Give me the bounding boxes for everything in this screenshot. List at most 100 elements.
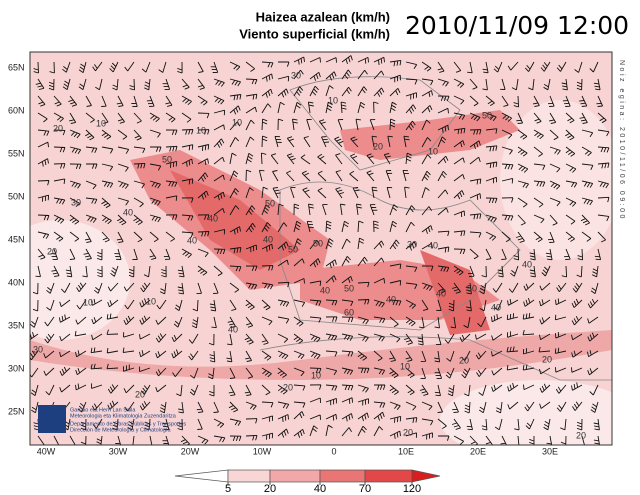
contour-label: 40 <box>123 207 133 217</box>
wind-barb <box>101 231 110 243</box>
wind-barb <box>533 197 544 208</box>
wind-barb <box>325 397 337 406</box>
wind-barb <box>293 69 304 80</box>
wind-barb <box>389 204 398 216</box>
wind-barb <box>229 435 242 442</box>
logo-line: Departamento de Obras Públicas y Transpo… <box>70 421 186 427</box>
wind-barb <box>245 187 254 199</box>
wind-barb <box>159 401 167 414</box>
wind-barb <box>245 119 255 131</box>
wind-barb <box>293 220 302 233</box>
wind-barb <box>197 190 209 200</box>
wind-barb <box>373 299 385 308</box>
wind-barb <box>133 146 146 154</box>
wind-barb <box>197 265 208 276</box>
wind-barb <box>293 333 304 344</box>
wind-barb <box>213 174 225 182</box>
wind-barb <box>161 265 167 278</box>
wind-barb <box>133 231 143 243</box>
wind-barb <box>69 197 80 208</box>
wind-barb <box>261 186 268 199</box>
wind-barb <box>229 137 240 148</box>
wind-barb <box>479 282 487 295</box>
wind-barb <box>355 118 361 131</box>
wind-barb <box>31 401 39 414</box>
wind-barb <box>405 265 418 272</box>
wind-barb <box>341 255 351 267</box>
wind-barb <box>477 316 487 328</box>
wind-barb <box>293 299 306 307</box>
wind-barb <box>547 231 555 243</box>
wind-barb <box>139 401 151 411</box>
wind-barb <box>373 350 383 362</box>
contour-label: 40 <box>428 240 438 250</box>
wind-barb <box>405 241 417 251</box>
wind-barb <box>517 129 528 140</box>
wind-barb <box>325 367 338 376</box>
wind-barb <box>245 93 258 100</box>
wind-barb <box>469 231 482 238</box>
wind-barb <box>293 384 306 391</box>
wind-barb <box>197 95 208 106</box>
wind-barb <box>277 401 290 409</box>
wind-barb <box>101 197 111 209</box>
wind-barb <box>44 316 55 327</box>
contour-label: 50 <box>482 110 492 120</box>
wind-barb <box>277 101 285 114</box>
wind-barb <box>493 299 503 311</box>
wind-barb <box>37 141 49 148</box>
wind-barb <box>522 364 535 371</box>
wind-barb <box>485 248 492 260</box>
wind-barb <box>513 248 520 261</box>
wind-barb <box>405 61 418 70</box>
wind-barb <box>523 297 535 307</box>
wind-barb <box>309 414 321 420</box>
wind-barb <box>90 363 103 370</box>
wind-barb <box>128 435 135 445</box>
wind-barb <box>357 425 367 437</box>
wind-barb <box>165 160 178 168</box>
wind-barb <box>597 129 610 137</box>
wind-barb <box>389 299 402 306</box>
wind-barb <box>540 61 551 72</box>
wind-barb <box>101 214 112 225</box>
wind-barb <box>405 120 416 131</box>
wind-barb <box>306 119 312 131</box>
wind-barb <box>485 231 497 241</box>
wind-barb <box>85 129 95 141</box>
wind-barb <box>131 95 138 107</box>
wind-barb <box>565 112 575 124</box>
wind-barb <box>85 180 97 190</box>
wind-barb <box>497 265 504 278</box>
wind-barb <box>549 197 561 207</box>
wind-barb <box>597 162 610 169</box>
wind-barb <box>78 78 87 90</box>
wind-barb <box>277 259 289 267</box>
colorbar-label: 20 <box>264 483 276 495</box>
wind-barb <box>538 346 551 353</box>
wind-barb <box>117 197 129 206</box>
wind-barb <box>437 61 445 73</box>
wind-barb <box>261 61 274 68</box>
wind-barb <box>405 152 412 165</box>
wind-barb <box>300 154 311 165</box>
wind-barb <box>274 135 282 148</box>
wind-barb <box>437 107 449 114</box>
colorbar-label: 70 <box>359 483 371 495</box>
wind-barb <box>133 162 146 169</box>
wind-barb <box>144 78 151 91</box>
wind-barb <box>469 435 478 445</box>
wind-barb <box>453 230 466 237</box>
colorbar <box>174 469 441 483</box>
wind-barb <box>522 348 535 355</box>
wind-barb <box>485 435 493 445</box>
wind-barb <box>405 384 415 396</box>
wind-barb <box>533 163 546 170</box>
wind-barb <box>177 282 184 295</box>
wind-barb <box>96 435 103 445</box>
wind-barb <box>229 152 237 165</box>
wind-barb <box>293 278 305 284</box>
wind-barb <box>191 316 199 329</box>
wind-barb <box>165 214 178 220</box>
